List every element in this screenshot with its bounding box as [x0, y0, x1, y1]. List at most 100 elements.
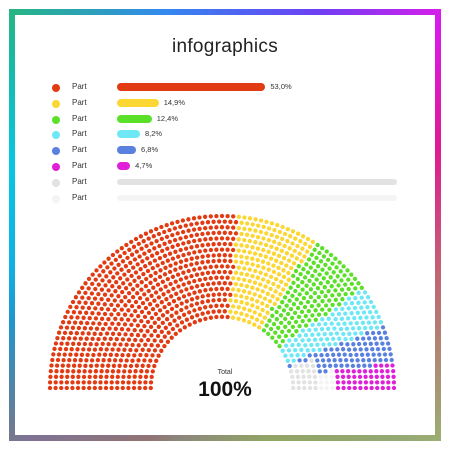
arc-dot [155, 263, 160, 268]
legend-label: Part [72, 97, 87, 107]
arc-dot [205, 310, 211, 315]
arc-dot [275, 222, 280, 228]
arc-dot [256, 223, 261, 228]
arc-dot [141, 239, 146, 244]
arc-dot [231, 304, 236, 309]
arc-dot [285, 290, 291, 295]
arc-dot [144, 369, 150, 374]
arc-dot [105, 265, 110, 270]
arc-dot [148, 273, 153, 279]
arc-dot [85, 320, 90, 326]
arc-dot [362, 363, 367, 368]
legend-dot [52, 99, 60, 108]
arc-dot [112, 342, 117, 347]
arc-dot [70, 299, 76, 305]
arc-dot [355, 358, 360, 363]
arc-dot [264, 219, 269, 225]
arc-dot [127, 369, 133, 374]
arc-dot [390, 363, 395, 368]
arc-dot [285, 311, 291, 317]
arc-dot [128, 363, 134, 369]
arc-dot [167, 239, 172, 244]
arc-dot [119, 307, 124, 312]
arc-dot [87, 385, 92, 391]
arc-dot [322, 285, 327, 290]
arc-dot [236, 305, 241, 310]
arc-dot [205, 253, 211, 259]
arc-dot [266, 261, 271, 266]
arc-dot [150, 353, 155, 358]
arc-dot [181, 282, 186, 287]
arc-dot [102, 302, 107, 307]
arc-dot [380, 341, 385, 346]
arc-dot [187, 322, 192, 327]
arc-dot [286, 348, 292, 353]
arc-dot [312, 290, 318, 296]
arc-dot [285, 226, 290, 232]
arc-dot [145, 297, 150, 302]
arc-dot [316, 363, 321, 369]
arc-dot [361, 358, 366, 363]
arc-dot [70, 325, 76, 330]
arc-dot [231, 214, 236, 219]
arc-dot [77, 363, 82, 368]
arc-dot [94, 342, 99, 347]
arc-dot [298, 239, 303, 244]
arc-dot [326, 316, 331, 321]
arc-dot [300, 246, 305, 251]
arc-dot [339, 287, 345, 292]
arc-dot [369, 380, 374, 385]
arc-dot [357, 374, 363, 380]
arc-dot [99, 287, 105, 292]
arc-dot [158, 268, 163, 273]
arc-dot [253, 240, 258, 245]
arc-dot [132, 318, 137, 323]
arc-dot [342, 273, 347, 278]
arc-dot [100, 341, 105, 347]
arc-dot [122, 322, 128, 327]
arc-dot [316, 332, 321, 337]
arc-dot [222, 269, 227, 275]
arc-dot [236, 214, 242, 219]
arc-dot [380, 380, 385, 385]
arc-dot [112, 358, 118, 363]
arc-dot [335, 274, 340, 279]
arc-dot [305, 299, 311, 305]
arc-dot [314, 277, 319, 282]
arc-dot [200, 231, 205, 237]
arc-dot [365, 352, 370, 357]
arc-dot [339, 341, 344, 347]
arc-dot [146, 288, 151, 294]
arc-dot [68, 352, 73, 357]
arc-dot [230, 287, 236, 292]
arc-dot [54, 369, 59, 374]
arc-dot [120, 380, 126, 385]
arc-dot [170, 256, 176, 261]
arc-dot [362, 325, 368, 331]
arc-dot [327, 363, 333, 368]
arc-dot [370, 330, 376, 336]
arc-dot [282, 231, 288, 237]
arc-dot [139, 309, 145, 315]
arc-dot [233, 242, 239, 247]
arc-dot [145, 268, 151, 274]
arc-dot [258, 282, 263, 287]
arc-dot [162, 253, 168, 258]
arc-dot [269, 244, 274, 249]
arc-dot [211, 219, 216, 224]
arc-dot [138, 352, 143, 358]
arc-dot [86, 295, 91, 301]
arc-dot [109, 261, 114, 266]
arc-dot [113, 316, 118, 321]
arc-dot [231, 225, 236, 230]
legend-bars: Part 53,0% Part 14,9% Part 12,4% Part 8,2% Part 6… [0, 0, 450, 210]
arc-dot [197, 266, 202, 271]
arc-dot [149, 343, 154, 348]
arc-dot [172, 237, 178, 243]
arc-dot [368, 341, 373, 346]
arc-dot [109, 302, 114, 308]
arc-dot [289, 315, 295, 321]
arc-dot [349, 272, 354, 277]
arc-dot [126, 317, 131, 322]
arc-dot [379, 369, 385, 374]
